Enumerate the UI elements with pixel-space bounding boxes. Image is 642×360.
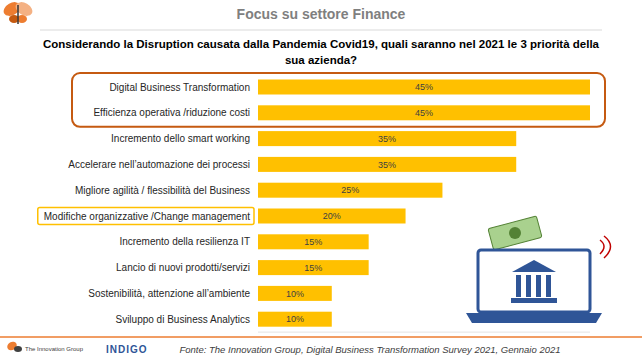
data-label: 15% xyxy=(304,263,322,273)
axis-line xyxy=(258,332,590,333)
bar xyxy=(258,183,442,198)
subtitle: Considerando la Disruption causata dalla… xyxy=(40,36,602,68)
icon-signal xyxy=(604,236,611,258)
butterfly-body xyxy=(17,5,19,24)
bar xyxy=(258,286,332,301)
logo-mark xyxy=(14,346,22,352)
category-label: Accelerare nell’automazione dei processi xyxy=(68,159,250,170)
category-label: Modifiche organizzative /Change manageme… xyxy=(44,211,250,222)
category-label: Digital Business Transformation xyxy=(109,82,250,93)
highlight-box xyxy=(72,73,605,127)
icon-bank-column xyxy=(516,275,521,297)
source-note: Fonte: The Innovation Group, Digital Bus… xyxy=(179,344,560,355)
icon-bank-roof xyxy=(512,260,556,272)
data-label: 45% xyxy=(415,108,433,118)
icon-bank-column xyxy=(536,275,541,297)
category-label: Sostenibilità, attenzione all’ambiente xyxy=(88,288,250,299)
category-label: Migliore agilità / flessibilità del Busi… xyxy=(75,185,250,196)
title-rule xyxy=(40,30,602,31)
category-label: Incremento dello smart working xyxy=(111,133,250,144)
data-label: 15% xyxy=(304,237,322,247)
bar xyxy=(258,157,516,172)
logo-text: INDIGO xyxy=(106,344,148,355)
bar xyxy=(258,234,369,249)
bar xyxy=(258,209,406,224)
icon-bank-base xyxy=(511,298,557,303)
footer-rule xyxy=(0,336,642,338)
data-label: 20% xyxy=(323,211,341,221)
bar xyxy=(258,312,332,327)
icon-base xyxy=(466,313,602,323)
icon xyxy=(466,216,611,323)
data-label: 35% xyxy=(378,134,396,144)
title: Focus su settore Finance xyxy=(237,6,406,22)
category-label: Sviluppo di Business Analytics xyxy=(115,314,250,325)
bar xyxy=(258,131,516,146)
icon-bank-column xyxy=(546,275,551,297)
icon-bank-column xyxy=(526,275,531,297)
data-label: 10% xyxy=(286,314,304,324)
data-label: 45% xyxy=(415,82,433,92)
bars xyxy=(258,80,590,327)
category-label: Incremento della resilienza IT xyxy=(119,236,250,247)
icon-signal xyxy=(600,240,604,254)
icon-screen xyxy=(478,250,590,312)
data-label: 25% xyxy=(341,185,359,195)
data-label: 35% xyxy=(378,160,396,170)
category-label: Efficienza operativa /riduzione costi xyxy=(93,107,250,118)
data-label: 10% xyxy=(286,289,304,299)
labels: Digital Business Transformation 45% Effici… xyxy=(44,82,433,325)
decorations xyxy=(1,0,35,24)
icon-bill xyxy=(488,216,542,250)
bar xyxy=(258,260,369,275)
icon-bill-coin xyxy=(509,227,521,239)
label-highlight-box xyxy=(38,208,254,225)
slide: Focus su settore Finance Digital Business… xyxy=(0,0,642,360)
bar xyxy=(258,80,590,95)
category-label: Lancio di nuovi prodotti/servizi xyxy=(116,262,250,273)
logo-text: The Innovation Group xyxy=(25,346,84,352)
bar xyxy=(258,105,590,120)
